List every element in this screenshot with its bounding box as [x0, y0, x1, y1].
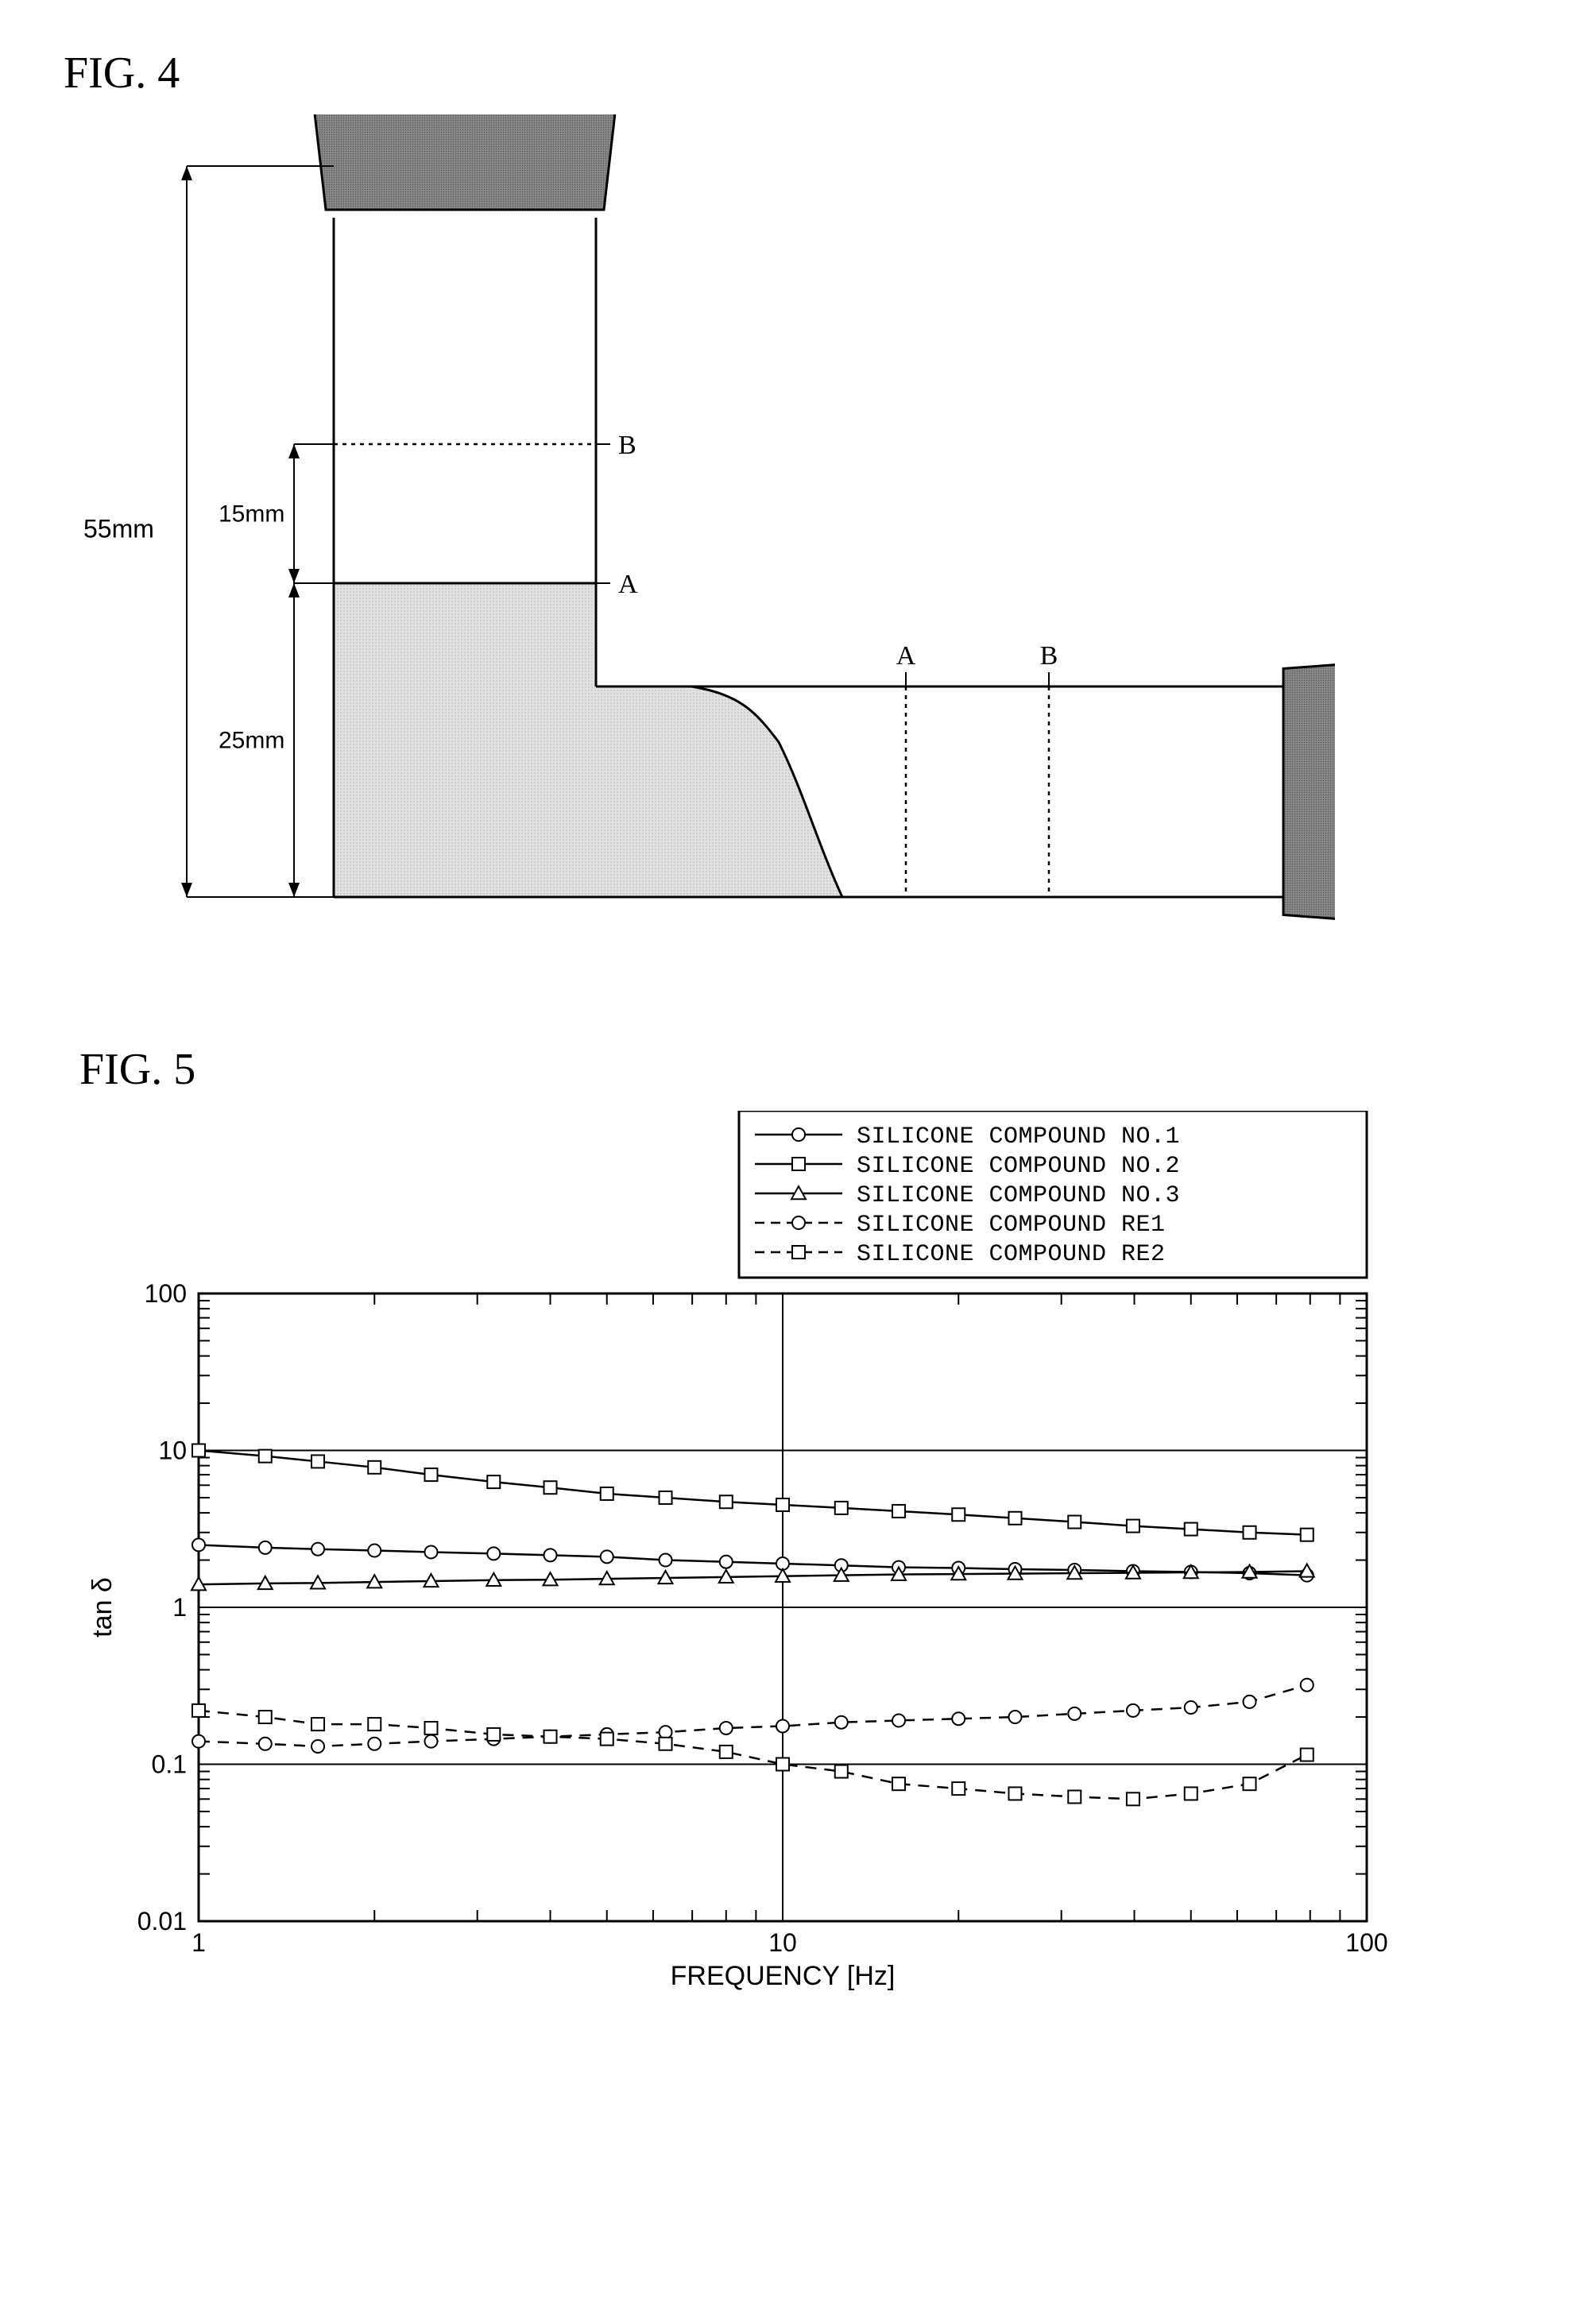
svg-text:tan δ: tan δ	[87, 1577, 118, 1638]
svg-text:0.1: 0.1	[152, 1750, 187, 1779]
svg-text:B: B	[1040, 641, 1058, 671]
svg-text:B: B	[618, 431, 636, 460]
fig5-svg: 0.01 0.1 1 10 100 1 10 100 FREQUENCY [Hz] tan δ SI…	[64, 1111, 1414, 2009]
svg-text:100: 100	[145, 1279, 187, 1308]
svg-text:A: A	[618, 570, 638, 599]
svg-text:SILICONE COMPOUND NO.2: SILICONE COMPOUND NO.2	[857, 1153, 1180, 1180]
svg-text:25mm: 25mm	[219, 728, 284, 754]
svg-text:FREQUENCY [Hz]: FREQUENCY [Hz]	[671, 1961, 896, 1991]
svg-text:1: 1	[192, 1928, 206, 1957]
svg-text:SILICONE COMPOUND RE1: SILICONE COMPOUND RE1	[857, 1212, 1166, 1239]
svg-text:SILICONE COMPOUND NO.3: SILICONE COMPOUND NO.3	[857, 1182, 1180, 1209]
fig5: 0.01 0.1 1 10 100 1 10 100 FREQUENCY [Hz] tan δ SI…	[64, 1111, 1414, 2064]
svg-text:SILICONE COMPOUND NO.1: SILICONE COMPOUND NO.1	[857, 1123, 1180, 1150]
svg-text:A: A	[896, 641, 916, 671]
fig4-svg: B A A B 55mm 15mm 25mm	[64, 114, 1335, 949]
svg-text:SILICONE COMPOUND RE2: SILICONE COMPOUND RE2	[857, 1241, 1166, 1268]
svg-text:15mm: 15mm	[219, 501, 284, 528]
svg-text:0.01: 0.01	[137, 1907, 187, 1935]
fig4: B A A B 55mm 15mm 25mm	[64, 114, 1335, 949]
svg-text:1: 1	[172, 1593, 187, 1622]
fig4-title: FIG. 4	[64, 48, 1530, 99]
fig5-title: FIG. 5	[79, 1044, 1530, 1095]
svg-text:55mm: 55mm	[83, 515, 154, 543]
svg-text:10: 10	[768, 1928, 797, 1957]
svg-text:10: 10	[158, 1437, 187, 1465]
svg-text:100: 100	[1345, 1928, 1387, 1957]
